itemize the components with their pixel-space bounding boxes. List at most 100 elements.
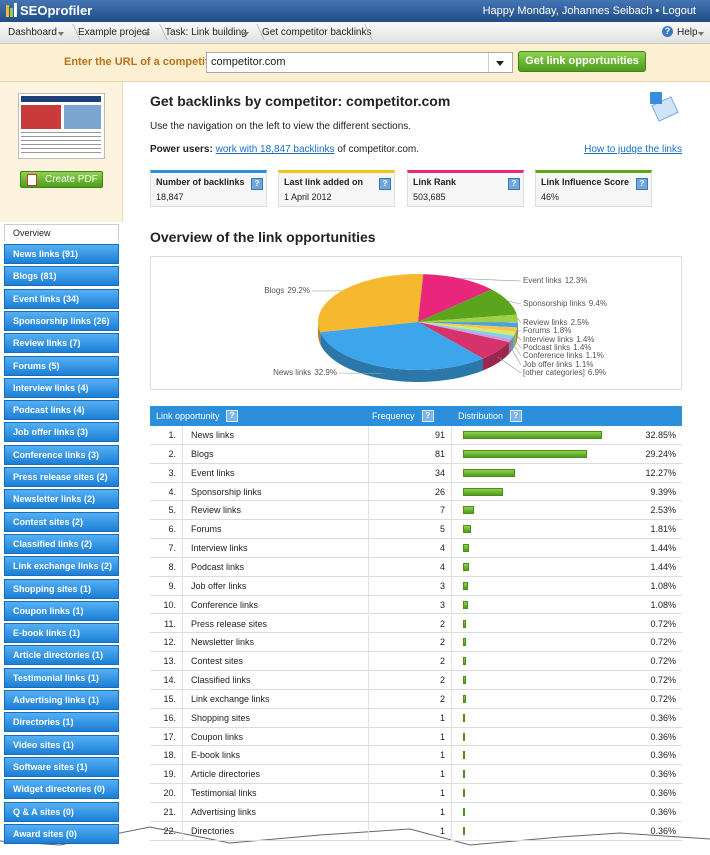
slice-top [418,289,517,322]
frequency: 2 [439,618,445,629]
url-input[interactable]: competitor.com [206,52,513,73]
breadcrumb[interactable]: Get competitor backlinks [262,27,372,38]
nav-item[interactable]: News links (91) [4,244,119,264]
frequency: 1 [439,731,445,742]
submit-button[interactable]: Get link opportunities [518,51,646,72]
overview-tab[interactable]: Overview [4,224,119,241]
nav-item[interactable]: Blogs (81) [4,266,119,287]
backlinks-link[interactable]: work with 18,847 backlinks [215,144,335,155]
cell-border [451,708,452,727]
table-row: 20. Testimonial links 1 0.36% [150,784,682,803]
logo[interactable]: SEOprofiler [20,3,93,18]
table-row: 2. Blogs 81 29.24% [150,444,682,464]
cell-border [368,689,369,708]
stat-value: 503,685 [413,192,446,202]
logo-icon [6,5,9,17]
table-row: 17. Coupon links 1 0.36% [150,727,682,747]
nav-item[interactable]: Video sites (1) [4,734,119,755]
thumb-block [64,105,101,129]
nav-item[interactable]: Event links (34) [4,288,119,309]
slice-label: Blogs 29.2% [264,286,310,295]
nav-item[interactable]: Interview links (4) [4,377,119,398]
frequency: 91 [434,430,445,440]
slice-value: 12.3% [565,276,588,285]
nav-item[interactable]: Coupon links (1) [4,600,119,621]
nav-item[interactable]: Press release sites (2) [4,467,119,487]
nav-item[interactable]: Q & A sites (0) [4,801,119,822]
section-title: Overview of the link opportunities [150,229,376,245]
nav-item[interactable]: Conference links (3) [4,444,119,465]
breadcrumb[interactable]: Dashboard [8,27,57,38]
nav-item[interactable]: Classified links (2) [4,533,119,554]
slice-category: Review links [523,318,567,327]
cell-border [451,821,452,840]
nav-item[interactable]: Advertising links (1) [4,690,119,710]
table-row: 8. Podcast links 4 1.44% [150,557,682,577]
frequency: 1 [439,825,445,836]
dropdown-arrow [243,32,249,36]
distribution-bar [463,525,471,534]
stat-box: Link Influence Score 46%? [535,170,652,207]
table-row: 19. Article directories 1 0.36% [150,765,682,785]
distribution-bar [463,468,515,477]
table-row: 3. Event links 34 12.27% [150,463,682,483]
nav-item[interactable]: Directories (1) [4,712,119,733]
table-row: 6. Forums 5 1.81% [150,520,682,540]
dropdown-arrow [496,61,504,66]
nav-item[interactable]: Podcast links (4) [4,400,119,421]
cell-border [182,633,183,652]
nav-item[interactable]: Widget directories (0) [4,779,119,800]
help-link[interactable]: Help [677,27,698,38]
nav-item[interactable]: Software sites (1) [4,756,119,777]
breadcrumb[interactable]: Example project [78,27,150,38]
share-label: 32.85% [645,430,676,440]
nav-item[interactable]: Testimonial links (1) [4,667,119,688]
link-type: News links [191,430,235,440]
slice-side [515,327,518,344]
logout-link[interactable]: Logout [662,5,696,17]
leader-line [497,356,522,374]
nav-item[interactable]: Job offer links (3) [4,422,119,443]
nav-item[interactable]: Forums (5) [4,355,119,376]
nav-item[interactable]: Review links (7) [4,333,119,354]
cell-border [182,708,183,727]
cell-border [182,520,183,539]
share-label: 1.44% [650,543,676,554]
nav-item[interactable]: Shopping sites (1) [4,578,119,599]
slice-top [418,314,518,323]
nav-item[interactable]: Contest sites (2) [4,511,119,532]
cell-border [368,803,369,821]
leader-line [510,346,522,366]
cell-border [182,501,183,520]
dropdown-arrow [58,32,64,36]
cell-border [451,539,452,557]
frequency: 81 [434,448,445,459]
link-type: Testimonial links [191,788,257,799]
breadcrumb[interactable]: Task: Link building [165,27,247,38]
dropdown-arrow [698,32,704,36]
column-header: Frequency [372,411,415,421]
nav-item[interactable]: Newsletter links (2) [4,489,119,510]
nav-item[interactable]: E-book links (1) [4,623,119,644]
pie-slice [418,322,512,354]
judge-link[interactable]: How to judge the links [584,144,682,155]
pie-slice [318,274,424,345]
slice-label: Forums 1.8% [523,326,571,335]
slice-side [513,331,516,348]
link-type: Sponsorship links [191,486,262,497]
pdf-button[interactable]: Create PDF [20,171,103,188]
cell-border [368,557,369,576]
nav-item[interactable]: Award sites (0) [4,823,119,844]
nav-item[interactable]: Sponsorship links (26) [4,310,119,331]
pie-slice [418,289,517,322]
cell-border [368,444,369,463]
thumb-block [21,105,61,129]
stat-label: Link Influence Score [541,177,630,187]
rank: 15. [163,693,176,704]
cell-border [368,426,369,444]
nav-item[interactable]: Link exchange links (2) [4,556,119,577]
table-row: 10. Conference links 3 1.08% [150,595,682,615]
share-label: 0.72% [650,693,676,704]
nav-item[interactable]: Article directories (1) [4,645,119,666]
rank: 18. [163,750,176,761]
